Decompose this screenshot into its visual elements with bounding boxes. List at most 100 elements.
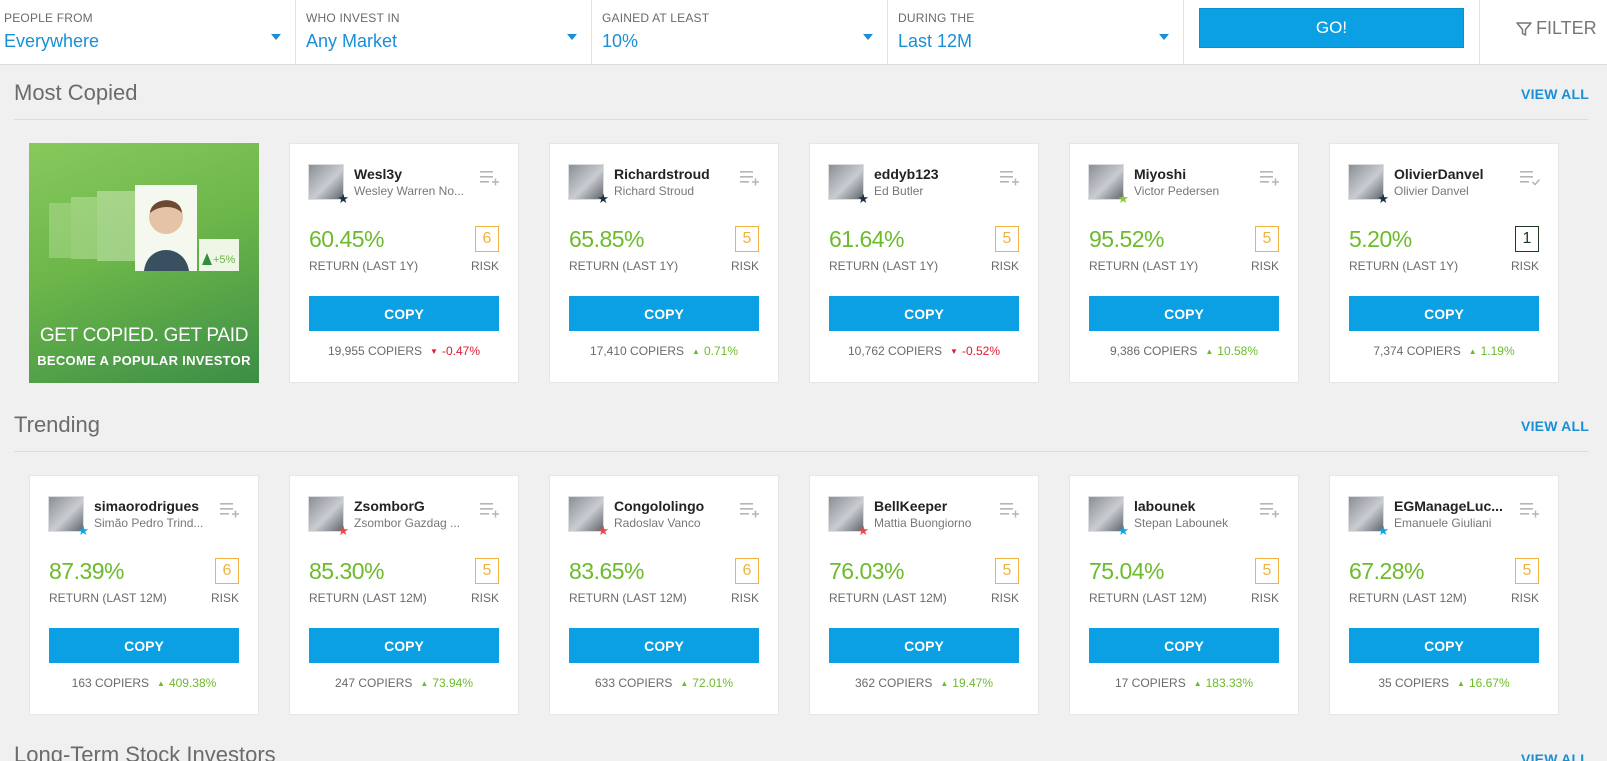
investor-full-name: Stepan Labounek: [1134, 516, 1229, 530]
go-button[interactable]: GO!: [1199, 8, 1464, 48]
risk-label: RISK: [1250, 591, 1279, 605]
popular-investor-star-icon: ★: [1377, 191, 1389, 206]
investor-card[interactable]: ★ Congololingo Radoslav Vanco 83.65% RET…: [549, 475, 779, 715]
copiers-stats: 7,374 COPIERS ▲ 1.19%: [1330, 344, 1558, 358]
gained-at-least-dropdown[interactable]: GAINED AT LEAST 10%: [592, 0, 888, 64]
copy-button[interactable]: COPY: [1089, 628, 1279, 663]
investor-username[interactable]: labounek: [1134, 498, 1196, 514]
risk-label: RISK: [210, 591, 239, 605]
view-all-trending-link[interactable]: VIEW ALL: [1521, 418, 1589, 434]
copiers-stats: 163 COPIERS ▲ 409.38%: [30, 676, 258, 690]
investor-username[interactable]: Richardstroud: [614, 166, 710, 182]
filter-bar: PEOPLE FROM Everywhere WHO INVEST IN Any…: [0, 0, 1607, 65]
add-to-watchlist-icon[interactable]: [220, 502, 240, 518]
copy-button[interactable]: COPY: [829, 628, 1019, 663]
avatar[interactable]: ★: [828, 164, 869, 205]
copy-button[interactable]: COPY: [569, 296, 759, 331]
avatar[interactable]: ★: [568, 496, 609, 537]
copiers-change: 1.19%: [1480, 344, 1515, 358]
investor-card[interactable]: ★ labounek Stepan Labounek 75.04% RETURN…: [1069, 475, 1299, 715]
copy-button[interactable]: COPY: [829, 296, 1019, 331]
investor-card[interactable]: ★ Miyoshi Victor Pedersen 95.52% RETURN …: [1069, 143, 1299, 383]
copy-button[interactable]: COPY: [569, 628, 759, 663]
investor-card[interactable]: ★ Wesl3y Wesley Warren No... 60.45% RETU…: [289, 143, 519, 383]
avatar[interactable]: ★: [308, 496, 349, 537]
trend-arrow-icon: ▲: [680, 679, 689, 688]
copiers-change: 10.58%: [1217, 344, 1258, 358]
trend-arrow-icon: ▲: [157, 679, 165, 688]
investor-username[interactable]: simaorodrigues: [94, 498, 200, 514]
avatar[interactable]: ★: [1088, 164, 1129, 205]
add-to-watchlist-icon[interactable]: [1000, 170, 1020, 186]
avatar[interactable]: ★: [568, 164, 609, 205]
who-invest-in-dropdown[interactable]: WHO INVEST IN Any Market: [296, 0, 592, 64]
risk-label: RISK: [730, 591, 759, 605]
risk-score-badge: 1: [1515, 226, 1539, 252]
investor-username[interactable]: Congololingo: [614, 498, 705, 514]
return-value: 76.03%: [829, 558, 905, 584]
investor-username[interactable]: Miyoshi: [1134, 166, 1187, 182]
investor-card[interactable]: ★ simaorodrigues Simão Pedro Trind... 87…: [29, 475, 259, 715]
copiers-change: 72.01%: [692, 676, 733, 690]
copiers-count: 633 COPIERS: [595, 676, 673, 690]
copiers-change: 183.33%: [1205, 676, 1253, 690]
copy-button[interactable]: COPY: [49, 628, 239, 663]
return-label: RETURN (LAST 1Y): [829, 259, 939, 273]
risk-score-badge: 6: [735, 558, 759, 584]
filter-label: FILTER: [1536, 18, 1597, 38]
investor-card[interactable]: ★ OlivierDanvel Olivier Danvel 5.20% RET…: [1329, 143, 1559, 383]
promo-headline: GET COPIED. GET PAID: [39, 325, 249, 346]
add-to-watchlist-icon[interactable]: [1260, 170, 1280, 186]
popular-investor-promo-banner[interactable]: +5% GET COPIED. GET PAID BECOME A POPULA…: [29, 143, 259, 383]
return-value: 65.85%: [569, 226, 645, 252]
add-to-watchlist-icon[interactable]: [740, 170, 760, 186]
avatar[interactable]: ★: [308, 164, 349, 205]
add-to-watchlist-icon[interactable]: [480, 502, 500, 518]
copiers-stats: 247 COPIERS ▲ 73.94%: [290, 676, 518, 690]
during-the-dropdown[interactable]: DURING THE Last 12M: [888, 0, 1184, 64]
risk-label: RISK: [470, 259, 499, 273]
avatar[interactable]: ★: [828, 496, 869, 537]
people-from-dropdown[interactable]: PEOPLE FROM Everywhere: [0, 0, 296, 64]
investor-full-name: Victor Pedersen: [1134, 184, 1220, 198]
return-label: RETURN (LAST 12M): [1089, 591, 1207, 605]
promo-illustration-icon: +5%: [49, 185, 239, 271]
view-all-long-term-link[interactable]: VIEW ALL: [1521, 751, 1589, 761]
investor-card[interactable]: ★ BellKeeper Mattia Buongiorno 76.03% RE…: [809, 475, 1039, 715]
investor-username[interactable]: eddyb123: [874, 166, 939, 182]
add-to-watchlist-icon[interactable]: [740, 502, 760, 518]
during-the-value: Last 12M: [898, 31, 973, 51]
avatar[interactable]: ★: [48, 496, 89, 537]
add-to-watchlist-icon[interactable]: [1520, 502, 1540, 518]
copy-button[interactable]: COPY: [309, 628, 499, 663]
investor-full-name: Emanuele Giuliani: [1394, 516, 1492, 530]
copiers-count: 19,955 COPIERS: [327, 344, 423, 358]
investor-card[interactable]: ★ eddyb123 Ed Butler 61.64% RETURN (LAST…: [809, 143, 1039, 383]
avatar[interactable]: ★: [1088, 496, 1129, 537]
return-label: RETURN (LAST 12M): [569, 591, 687, 605]
in-watchlist-icon[interactable]: [1520, 170, 1540, 186]
add-to-watchlist-icon[interactable]: [480, 170, 500, 186]
investor-username[interactable]: OlivierDanvel: [1394, 166, 1484, 182]
caret-down-icon: [863, 34, 873, 40]
investor-username[interactable]: EGManageLuc...: [1394, 498, 1503, 514]
investor-card[interactable]: ★ Richardstroud Richard Stroud 65.85% RE…: [549, 143, 779, 383]
add-to-watchlist-icon[interactable]: [1000, 502, 1020, 518]
copy-button[interactable]: COPY: [1349, 628, 1539, 663]
avatar[interactable]: ★: [1348, 496, 1389, 537]
investor-card[interactable]: ★ EGManageLuc... Emanuele Giuliani 67.28…: [1329, 475, 1559, 715]
filter-button[interactable]: FILTER: [1480, 0, 1607, 64]
copy-button[interactable]: COPY: [1349, 296, 1539, 331]
copiers-count: 247 COPIERS: [335, 676, 413, 690]
avatar[interactable]: ★: [1348, 164, 1389, 205]
view-all-most-copied-link[interactable]: VIEW ALL: [1521, 86, 1589, 102]
investor-username[interactable]: BellKeeper: [874, 498, 948, 514]
copy-button[interactable]: COPY: [309, 296, 499, 331]
investor-username[interactable]: ZsomborG: [354, 498, 425, 514]
investor-username[interactable]: Wesl3y: [354, 166, 402, 182]
trend-arrow-icon: ▲: [1205, 347, 1214, 356]
investor-card[interactable]: ★ ZsomborG Zsombor Gazdag ... 85.30% RET…: [289, 475, 519, 715]
copiers-stats: 17,410 COPIERS ▲ 0.71%: [550, 344, 778, 358]
add-to-watchlist-icon[interactable]: [1260, 502, 1280, 518]
copy-button[interactable]: COPY: [1089, 296, 1279, 331]
